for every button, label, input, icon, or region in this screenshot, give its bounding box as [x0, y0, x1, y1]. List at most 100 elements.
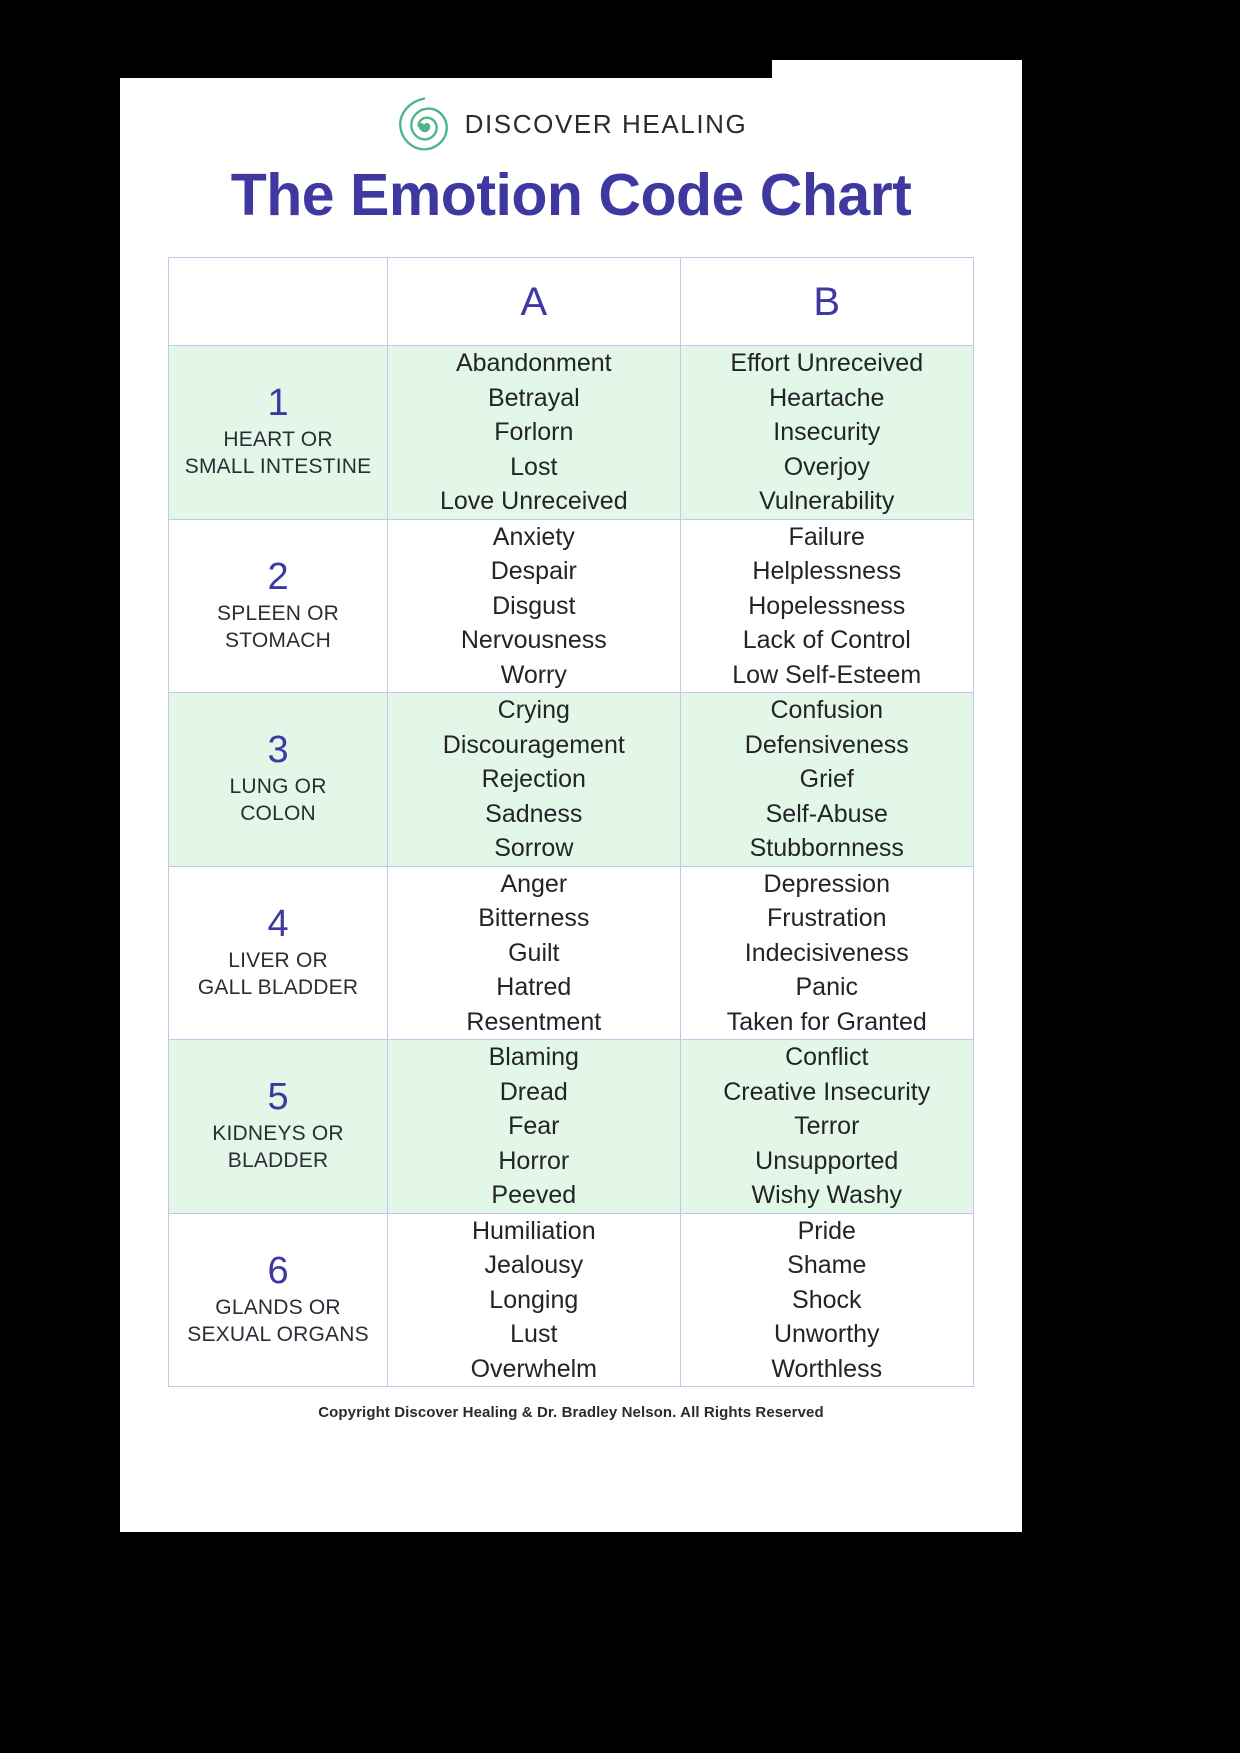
organ-cell: 3 LUNG OR COLON — [167, 692, 389, 867]
table-row: 1 HEART OR SMALL INTESTINE Abandonment B… — [167, 345, 975, 520]
organ-name: LIVER OR GALL BLADDER — [169, 948, 387, 1002]
row-number: 3 — [267, 729, 289, 772]
emotion-item: Hatred — [496, 973, 572, 1001]
emotion-list-a: Anxiety Despair Disgust Nervousness Worr… — [388, 520, 679, 693]
emotion-item: Helplessness — [752, 557, 902, 585]
emotion-cell-a: Anger Bitterness Guilt Hatred Resentment — [387, 865, 681, 1040]
organ-name: SPLEEN OR STOMACH — [169, 601, 387, 655]
emotion-item: Hopelessness — [748, 591, 906, 620]
emotion-item: Unworthy — [773, 1320, 880, 1348]
emotion-item: Horror — [498, 1146, 570, 1175]
organ-name-line: SEXUAL ORGANS — [187, 1322, 369, 1346]
emotion-item: Taken for Granted — [726, 1007, 927, 1036]
emotion-cell-a: Crying Discouragement Rejection Sadness … — [387, 692, 681, 867]
row-number: 1 — [267, 382, 289, 425]
spiral-heart-icon — [395, 95, 453, 153]
emotion-item: Effort Unreceived — [730, 349, 924, 377]
emotion-item: Shame — [787, 1251, 867, 1279]
organ-name-line: LIVER OR — [228, 948, 328, 972]
emotion-item: Low Self-Esteem — [732, 660, 922, 689]
organ-name: LUNG OR COLON — [169, 774, 387, 828]
emotion-list-b: Effort Unreceived Heartache Insecurity O… — [681, 346, 973, 519]
emotion-item: Blaming — [488, 1043, 579, 1071]
copyright-notice: Copyright Discover Healing & Dr. Bradley… — [318, 1404, 824, 1421]
organ-name: KIDNEYS OR BLADDER — [169, 1121, 387, 1175]
organ-name-line: GLANDS OR — [215, 1295, 341, 1319]
emotion-cell-a: Blaming Dread Fear Horror Peeved — [387, 1039, 681, 1214]
table-head: A B — [167, 257, 975, 346]
emotion-item: Rejection — [481, 765, 586, 793]
table-row: 6 GLANDS OR SEXUAL ORGANS Humiliation Je… — [167, 1212, 975, 1387]
organ-cell: 6 GLANDS OR SEXUAL ORGANS — [167, 1212, 389, 1387]
emotion-item: Humiliation — [471, 1216, 596, 1245]
emotion-item: Defensiveness — [744, 730, 909, 759]
emotion-code-table: A B 1 HEART OR SMALL INTESTINE — [167, 257, 975, 1387]
emotion-item: Jealousy — [484, 1251, 584, 1279]
organ-name-line: STOMACH — [225, 628, 332, 652]
emotion-item: Resentment — [466, 1007, 602, 1036]
emotion-cell-a: Anxiety Despair Disgust Nervousness Worr… — [387, 518, 681, 693]
emotion-item: Self-Abuse — [765, 799, 888, 828]
emotion-item: Conflict — [785, 1043, 869, 1071]
emotion-cell-b: Pride Shame Shock Unworthy Worthless — [679, 1212, 975, 1387]
page-title: The Emotion Code Chart — [230, 162, 912, 228]
emotion-cell-b: Confusion Defensiveness Grief Self-Abuse… — [679, 692, 975, 867]
emotion-item: Confusion — [770, 696, 884, 724]
organ-name: GLANDS OR SEXUAL ORGANS — [169, 1295, 387, 1349]
emotion-list-a: Humiliation Jealousy Longing Lust Overwh… — [388, 1214, 679, 1387]
emotion-item: Disgust — [492, 591, 576, 620]
emotion-item: Love Unreceived — [439, 487, 628, 515]
emotion-item: Wishy Washy — [751, 1181, 902, 1209]
emotion-item: Terror — [794, 1112, 860, 1140]
organ-name: HEART OR SMALL INTESTINE — [169, 427, 387, 481]
row-number: 4 — [267, 902, 289, 945]
emotion-item: Vulnerability — [759, 487, 895, 515]
brand-name: DISCOVER HEALING — [464, 108, 748, 139]
organ-name-line: KIDNEYS OR — [212, 1122, 344, 1146]
emotion-item: Indecisiveness — [744, 938, 909, 967]
emotion-item: Abandonment — [455, 349, 612, 377]
emotion-item: Crying — [497, 696, 570, 724]
emotion-item: Panic — [795, 973, 859, 1001]
emotion-item: Fear — [508, 1112, 560, 1140]
emotion-cell-b: Depression Frustration Indecisiveness Pa… — [679, 865, 975, 1040]
header-cell-organ — [167, 257, 389, 346]
emotion-item: Discouragement — [442, 730, 625, 759]
organ-cell: 5 KIDNEYS OR BLADDER — [167, 1039, 389, 1214]
header-cell-a: A — [387, 257, 681, 346]
emotion-item: Depression — [763, 869, 890, 898]
organ-name-line: SPLEEN OR — [217, 601, 340, 625]
emotion-list-a: Abandonment Betrayal Forlorn Lost Love U… — [388, 346, 679, 519]
row-number: 5 — [267, 1076, 289, 1119]
organ-cell: 1 HEART OR SMALL INTESTINE — [167, 345, 389, 520]
emotion-list-b: Pride Shame Shock Unworthy Worthless — [681, 1214, 973, 1387]
organ-cell: 4 LIVER OR GALL BLADDER — [167, 865, 389, 1040]
organ-name-line: GALL BLADDER — [197, 975, 359, 999]
emotion-item: Grief — [799, 765, 854, 793]
emotion-item: Worry — [500, 660, 567, 689]
emotion-list-b: Failure Helplessness Hopelessness Lack o… — [681, 520, 973, 693]
organ-name-line: SMALL INTESTINE — [184, 455, 372, 479]
emotion-item: Shock — [792, 1285, 862, 1314]
emotion-item: Lost — [510, 452, 558, 481]
table-row: 2 SPLEEN OR STOMACH Anxiety Despair Disg… — [167, 518, 975, 693]
emotion-item: Peeved — [491, 1181, 577, 1209]
emotion-list-a: Crying Discouragement Rejection Sadness … — [388, 693, 679, 866]
emotion-cell-b: Conflict Creative Insecurity Terror Unsu… — [679, 1039, 975, 1214]
organ-name-line: HEART OR — [223, 428, 333, 452]
emotion-item: Unsupported — [755, 1146, 899, 1175]
emotion-cell-a: Abandonment Betrayal Forlorn Lost Love U… — [387, 345, 681, 520]
table-row: 4 LIVER OR GALL BLADDER Anger Bitterness… — [167, 865, 975, 1040]
emotion-item: Dread — [499, 1077, 568, 1106]
emotion-code-table-wrapper: A B 1 HEART OR SMALL INTESTINE — [167, 257, 975, 1387]
emotion-item: Guilt — [508, 938, 560, 967]
table-row: 3 LUNG OR COLON Crying Discouragement Re… — [167, 692, 975, 867]
emotion-item: Lust — [510, 1320, 558, 1348]
emotion-list-b: Depression Frustration Indecisiveness Pa… — [681, 867, 973, 1040]
brand-header: DISCOVER HEALING — [120, 92, 1022, 156]
table-body: 1 HEART OR SMALL INTESTINE Abandonment B… — [167, 345, 975, 1387]
emotion-list-a: Anger Bitterness Guilt Hatred Resentment — [388, 867, 679, 1040]
table-header-row: A B — [167, 257, 975, 346]
emotion-item: Overjoy — [783, 452, 870, 481]
